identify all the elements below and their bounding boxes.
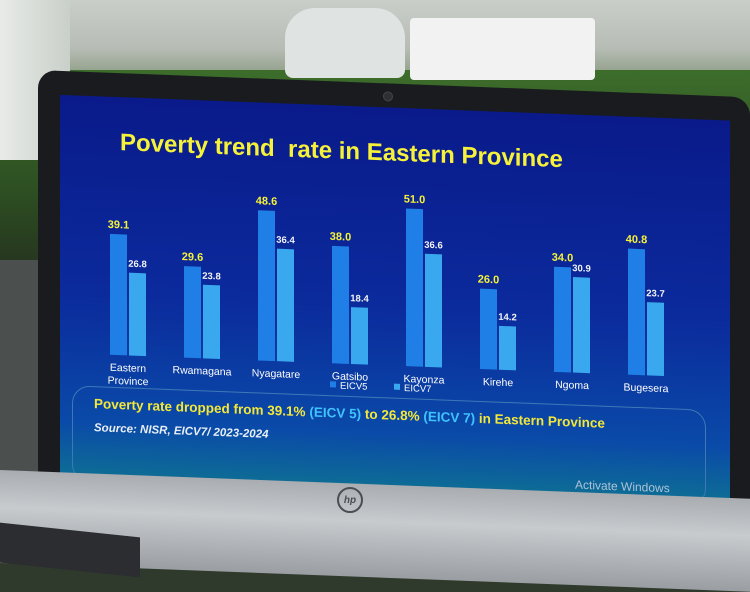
category-label: Ngoma — [555, 379, 589, 392]
note-eicv5: (EICV 5) — [309, 404, 362, 422]
data-label-eicv7: 23.7 — [646, 288, 664, 300]
bar-eicv5 — [110, 233, 127, 356]
data-label-eicv5: 51.0 — [404, 193, 425, 206]
bar-eicv5 — [332, 245, 349, 364]
webcam-icon — [383, 91, 393, 102]
category-label: Bugesera — [624, 381, 669, 395]
category-label: Kirehe — [483, 376, 514, 389]
bar-eicv5 — [628, 248, 645, 376]
data-label-eicv5: 39.1 — [108, 219, 129, 232]
bar-eicv5 — [184, 266, 201, 359]
data-label-eicv7: 36.6 — [424, 240, 442, 252]
bar-eicv7 — [351, 307, 368, 365]
note-eicv7: (EICV 7) — [423, 408, 476, 426]
data-label-eicv5: 29.6 — [182, 251, 203, 264]
category-label: Kayonza — [404, 373, 445, 387]
legend-label-eicv5: EICV5 — [340, 381, 367, 393]
laptop-lid: Poverty trend rate in Eastern Province 3… — [38, 70, 750, 573]
data-label-eicv7: 26.8 — [128, 259, 146, 271]
bar-eicv7 — [647, 302, 664, 377]
data-label-eicv7: 23.8 — [202, 271, 220, 283]
data-label-eicv5: 34.0 — [552, 252, 573, 265]
bar-eicv5 — [554, 266, 571, 373]
data-label-eicv7: 36.4 — [276, 235, 295, 247]
laptop-screen: Poverty trend rate in Eastern Province 3… — [60, 94, 730, 556]
bar-eicv5 — [258, 210, 275, 362]
note-mid: to 26.8% — [361, 406, 424, 424]
hp-logo-icon: hp — [337, 487, 363, 513]
category-label: Gatsibo — [332, 370, 368, 383]
bar-eicv7 — [499, 325, 516, 371]
legend-swatch-eicv7 — [394, 383, 400, 390]
data-label-eicv7: 18.4 — [350, 293, 369, 305]
bar-eicv5 — [406, 208, 423, 367]
bar-eicv7 — [277, 248, 294, 362]
data-label-eicv5: 38.0 — [330, 231, 351, 244]
data-label-eicv5: 48.6 — [256, 195, 277, 208]
legend-label-eicv7: EICV7 — [404, 383, 431, 395]
data-label-eicv7: 14.2 — [498, 312, 516, 324]
data-label-eicv5: 26.0 — [478, 274, 499, 287]
bar-eicv7 — [425, 253, 442, 368]
bar-eicv5 — [480, 288, 497, 370]
category-label: Nyagatare — [252, 367, 301, 381]
table-cloth — [410, 18, 595, 80]
data-label-eicv5: 40.8 — [626, 233, 647, 246]
category-label: Rwamagana — [173, 364, 232, 378]
bar-eicv7 — [573, 277, 590, 374]
legend-swatch-eicv5 — [330, 381, 336, 388]
chair-back — [285, 8, 405, 78]
category-label: Eastern — [110, 362, 146, 375]
data-label-eicv7: 30.9 — [572, 263, 590, 275]
bar-eicv7 — [203, 284, 220, 359]
category-label: Province — [108, 375, 149, 389]
bar-eicv7 — [129, 272, 146, 357]
